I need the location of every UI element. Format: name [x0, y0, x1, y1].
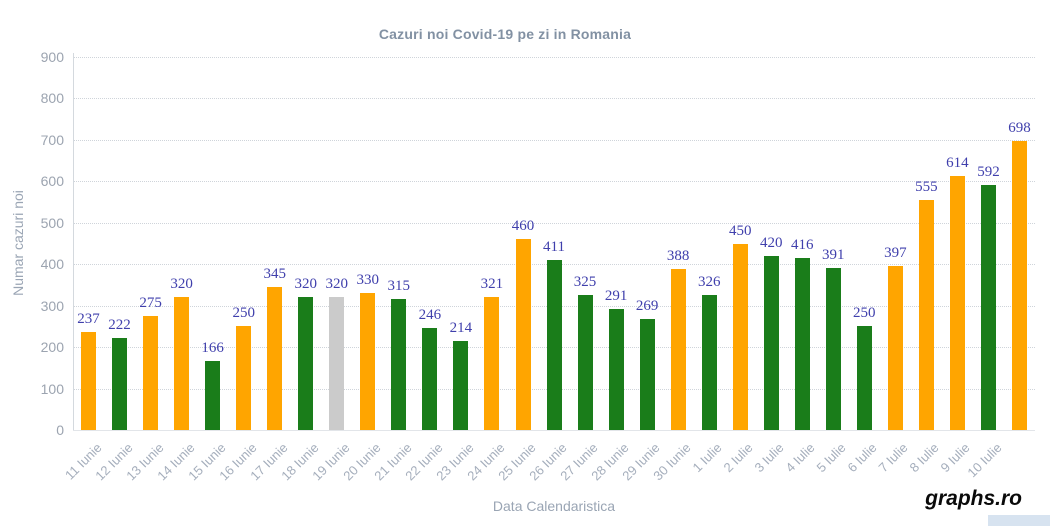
bar-value-label: 555 — [915, 179, 938, 195]
bar-value-label: 416 — [791, 236, 814, 253]
bar — [732, 243, 748, 430]
gridline — [73, 222, 1035, 224]
bar-value-label: 420 — [759, 234, 783, 251]
bar-value-label: 275 — [139, 295, 162, 311]
bar — [453, 341, 469, 430]
bar — [205, 361, 221, 430]
bar — [856, 326, 872, 430]
gridline — [73, 98, 1035, 100]
bar-value-label: 325 — [573, 274, 597, 291]
bar-value-label: 388 — [666, 248, 690, 265]
bar — [515, 239, 531, 430]
bar-value-label: 460 — [511, 218, 535, 235]
bar-value-label: 614 — [946, 154, 969, 171]
bar-value-label: 222 — [108, 317, 131, 333]
y-axis-line — [73, 53, 74, 430]
bar-value-label: 391 — [822, 247, 845, 263]
bar — [825, 268, 841, 430]
bar-value-label: 246 — [418, 307, 442, 323]
bar-value-label: 320 — [325, 276, 349, 293]
bar-value-label: 250 — [232, 305, 255, 322]
bar — [298, 297, 314, 430]
bar-value-label: 166 — [201, 340, 224, 357]
bar — [639, 318, 655, 430]
x-tick-label: 8 Iulie — [906, 440, 942, 476]
chart-title: Cazuri noi Covid-19 pe zi in Romania — [378, 26, 632, 42]
bar-value-label: 214 — [449, 320, 473, 337]
bar — [701, 294, 717, 430]
bar — [546, 259, 562, 430]
bar-value-label: 411 — [543, 238, 565, 255]
bar-value-label: 450 — [728, 222, 752, 239]
gridline — [73, 57, 1035, 58]
bar — [236, 326, 252, 430]
x-axis-line — [73, 430, 1035, 431]
x-tick-label: 5 Iulie — [813, 440, 849, 476]
x-tick-label: 7 Iulie — [875, 440, 911, 476]
bar-value-label: 237 — [77, 310, 100, 327]
bar — [981, 184, 996, 430]
y-tick-label: 700 — [40, 131, 64, 148]
x-tick-label: 2 Iulie — [720, 440, 756, 476]
gridline — [73, 181, 1035, 183]
gridline — [73, 139, 1035, 141]
x-axis-title: Data Calendaristica — [492, 498, 616, 514]
y-tick-label: 500 — [40, 214, 64, 231]
bar — [1012, 140, 1027, 430]
bar — [763, 255, 779, 430]
bar — [81, 331, 96, 430]
bar — [949, 175, 965, 430]
bar-value-label: 397 — [884, 244, 907, 261]
bar — [391, 299, 407, 430]
bar — [794, 257, 810, 430]
bar-value-label: 250 — [853, 305, 876, 322]
bar-value-label: 698 — [1008, 119, 1031, 136]
bar — [918, 200, 934, 430]
bar — [360, 293, 376, 430]
bar-value-label: 320 — [170, 276, 193, 293]
watermark-graphs-ro: graphs.ro — [925, 487, 1022, 510]
bar — [887, 265, 903, 430]
x-tick-label: 1 Iulie — [689, 440, 725, 476]
bar — [484, 297, 500, 430]
bar-value-label: 320 — [294, 276, 317, 293]
bar-value-label: 345 — [263, 266, 286, 282]
bar-value-label: 315 — [387, 278, 411, 295]
x-tick-label: 6 Iulie — [844, 440, 880, 476]
y-tick-label: 600 — [40, 173, 64, 190]
bar — [422, 328, 438, 430]
bar — [608, 309, 624, 430]
y-tick-label: 100 — [40, 380, 64, 397]
bar-value-label: 326 — [697, 273, 721, 290]
bar-value-label: 321 — [480, 276, 504, 292]
bar-value-label: 592 — [977, 163, 1000, 180]
bar-value-label: 291 — [604, 288, 628, 305]
bar — [112, 338, 127, 430]
bar — [174, 297, 190, 430]
bar — [143, 316, 159, 430]
y-tick-label: 200 — [40, 339, 64, 356]
y-tick-label: 400 — [40, 256, 64, 273]
bar-value-label: 330 — [356, 272, 380, 289]
bar — [577, 295, 593, 430]
y-tick-label: 0 — [56, 422, 64, 438]
bar-value-label: 269 — [635, 297, 659, 314]
bar — [329, 297, 345, 430]
bar — [267, 287, 283, 430]
y-tick-label: 300 — [40, 297, 64, 314]
partial-bottom-right-element — [988, 515, 1050, 526]
x-tick-label: 4 Iulie — [782, 440, 818, 476]
bar — [670, 269, 686, 430]
x-tick-label: 10 Iulie — [963, 440, 1005, 481]
y-tick-label: 800 — [40, 90, 64, 107]
y-tick-label: 900 — [40, 49, 64, 65]
x-tick-label: 3 Iulie — [751, 440, 787, 476]
